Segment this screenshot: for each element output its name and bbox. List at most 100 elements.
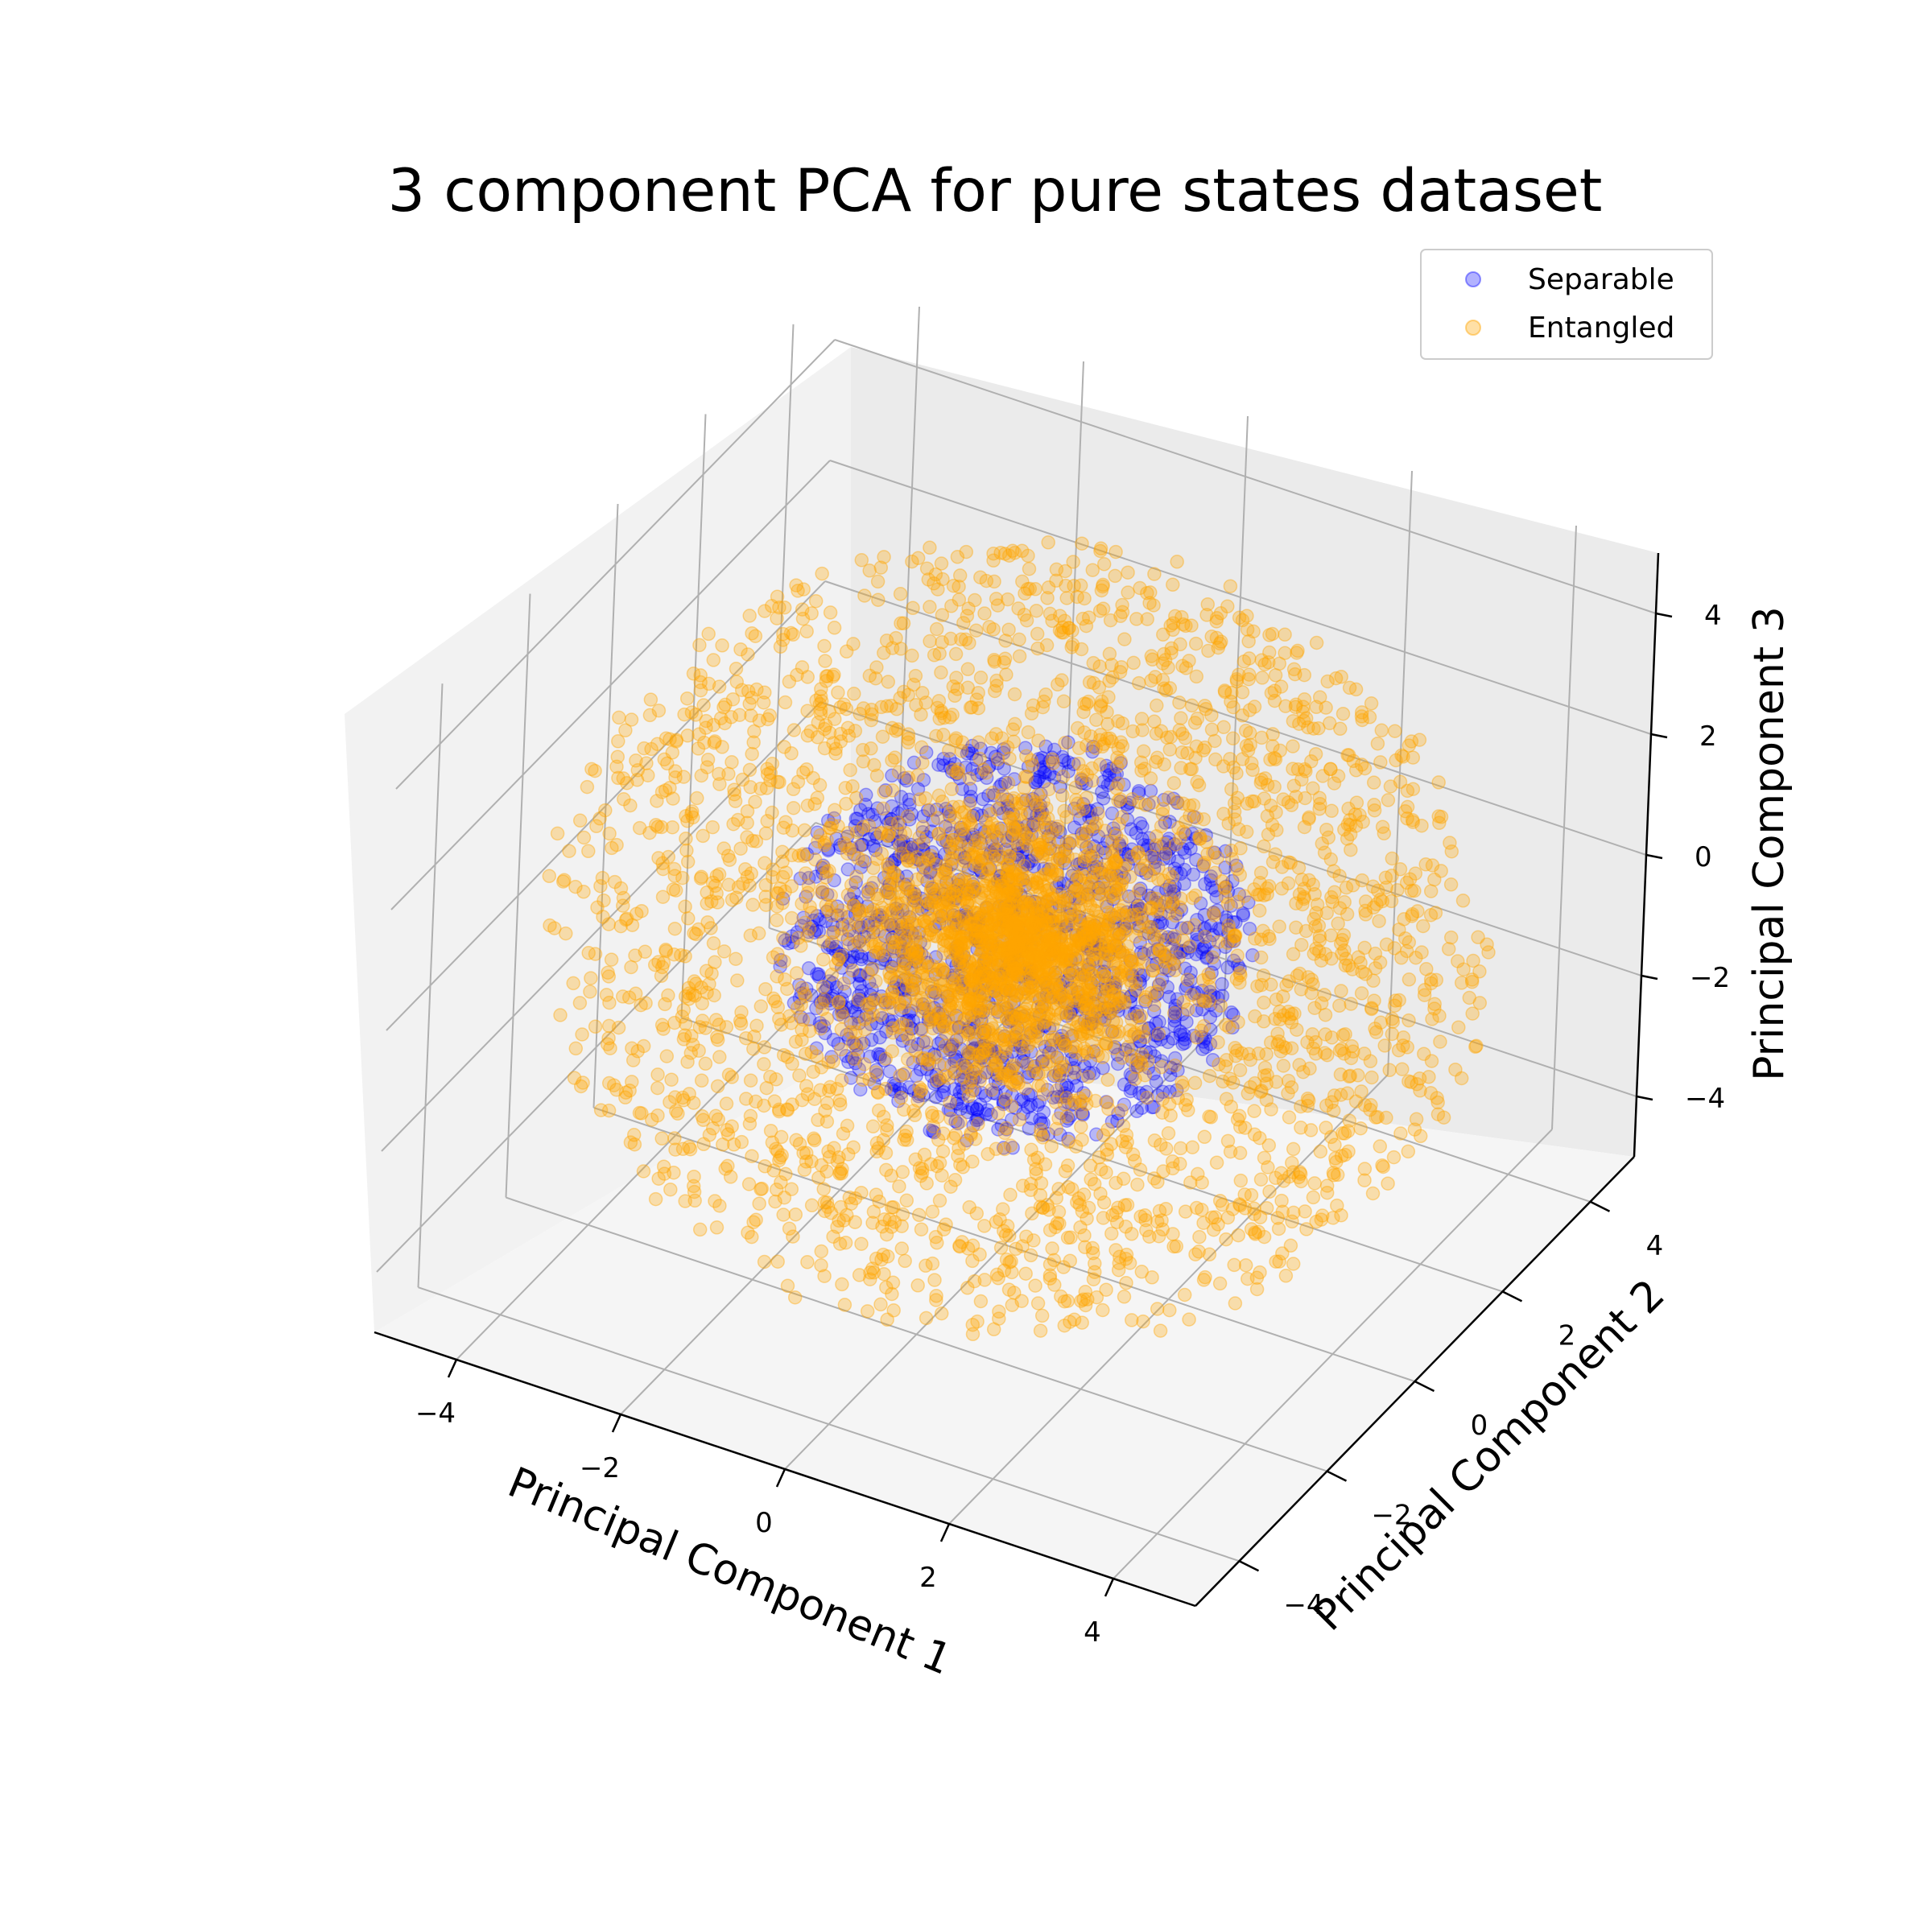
entangled-point [915, 869, 931, 884]
entangled-point [1285, 1155, 1299, 1170]
entangled-point [1342, 680, 1357, 696]
separable-point [1148, 855, 1162, 869]
entangled-point [1002, 1255, 1017, 1269]
entangled-point [1169, 837, 1183, 852]
entangled-point [1060, 1158, 1075, 1173]
entangled-point [1233, 1173, 1249, 1188]
entangled-point [821, 1084, 836, 1098]
entangled-point [1155, 672, 1170, 687]
separable-point [840, 932, 855, 947]
entangled-point [1261, 655, 1276, 670]
entangled-point [1076, 833, 1091, 848]
entangled-point [901, 727, 916, 741]
entangled-point [1223, 751, 1237, 766]
entangled-point [1423, 884, 1439, 898]
entangled-point [788, 1207, 803, 1222]
left-grid-line-z [386, 580, 826, 1031]
entangled-point [953, 1114, 968, 1129]
entangled-point [1175, 1079, 1190, 1093]
entangled-point [791, 584, 805, 598]
entangled-point [687, 1169, 701, 1184]
separable-point [1018, 793, 1034, 807]
entangled-point [676, 1032, 691, 1046]
entangled-point [745, 1229, 759, 1245]
entangled-point [1303, 1123, 1319, 1137]
entangled-point [1074, 642, 1089, 657]
floor-pane [374, 1051, 1634, 1606]
entangled-point [678, 899, 692, 914]
entangled-point [952, 1239, 967, 1254]
entangled-point [1443, 877, 1459, 892]
entangled-point [1034, 1308, 1050, 1323]
entangled-point [1182, 654, 1196, 668]
entangled-point [1308, 1034, 1323, 1050]
entangled-point [1080, 697, 1094, 712]
entangled-point [802, 922, 817, 936]
entangled-point [1211, 1217, 1225, 1232]
entangled-point [668, 764, 683, 778]
entangled-point [1451, 954, 1465, 968]
entangled-point [1232, 966, 1248, 980]
entangled-point [727, 782, 741, 797]
entangled-point [1195, 1203, 1209, 1217]
entangled-point [1409, 950, 1423, 965]
entangled-point [817, 993, 832, 1007]
entangled-point [1091, 1048, 1105, 1063]
entangled-point [947, 1173, 963, 1187]
entangled-point [870, 574, 886, 589]
entangled-point [690, 791, 704, 806]
separable-point [996, 1094, 1011, 1109]
entangled-point [1208, 752, 1223, 767]
back-grid-line-x [1551, 525, 1577, 1130]
entangled-point [1455, 894, 1471, 908]
entangled-point [603, 1041, 617, 1055]
entangled-point [680, 814, 695, 828]
separable-point [1102, 943, 1117, 957]
entangled-point [628, 986, 643, 1001]
entangled-point [744, 708, 758, 723]
entangled-point [968, 623, 984, 638]
entangled-point [800, 729, 815, 743]
entangled-point [559, 926, 573, 941]
entangled-point [1327, 1167, 1341, 1183]
entangled-point [894, 1090, 909, 1105]
separable-point [923, 864, 938, 879]
entangled-point [944, 782, 960, 797]
entangled-point [692, 638, 707, 653]
entangled-point [1366, 775, 1381, 790]
entangled-point [1117, 632, 1132, 646]
entangled-point [1388, 724, 1402, 738]
separable-point [906, 1055, 921, 1070]
entangled-point [973, 570, 988, 584]
entangled-point [693, 668, 708, 683]
entangled-point [848, 1215, 862, 1229]
entangled-point [1141, 1054, 1155, 1068]
separable-point [1063, 953, 1078, 968]
entangled-point [581, 844, 596, 859]
entangled-point [1315, 769, 1330, 783]
entangled-point [815, 566, 829, 581]
entangled-point [1026, 1233, 1041, 1248]
separable-point [936, 758, 951, 773]
entangled-point [1294, 937, 1309, 952]
entangled-point [1084, 761, 1100, 776]
entangled-point [1198, 1269, 1212, 1285]
separable-point [1063, 836, 1077, 851]
entangled-point [1306, 1190, 1321, 1205]
entangled-point [1205, 950, 1220, 965]
entangled-point [1096, 1302, 1110, 1318]
entangled-point [1320, 1047, 1335, 1063]
separable-point [1000, 1051, 1014, 1065]
entangled-point [954, 632, 968, 647]
entangled-point [789, 966, 804, 980]
entangled-point [1179, 921, 1194, 935]
separable-point [973, 965, 988, 980]
entangled-point [935, 608, 950, 622]
separable-point [1170, 906, 1185, 921]
entangled-point [1099, 1036, 1114, 1051]
entangled-point [1094, 694, 1109, 709]
entangled-point [729, 890, 744, 905]
entangled-point [1253, 1265, 1267, 1280]
entangled-point [906, 601, 920, 616]
entangled-point [1209, 1155, 1224, 1170]
